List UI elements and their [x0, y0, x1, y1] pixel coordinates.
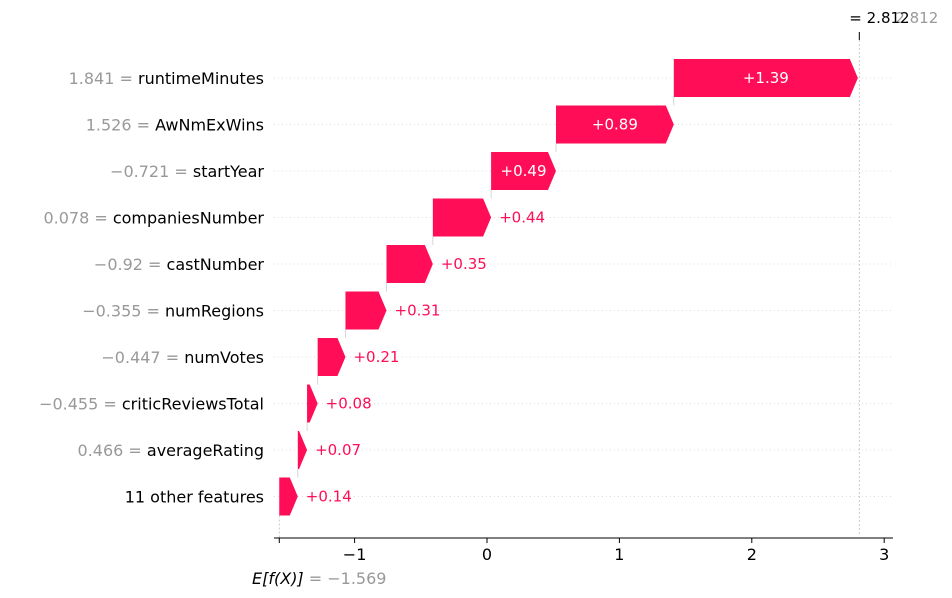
feature-name: criticReviewsTotal	[122, 395, 264, 414]
feature-label: −0.447 = numVotes	[101, 348, 264, 367]
bar-value-label: +0.89	[592, 116, 638, 134]
bar-value-label: +0.35	[441, 255, 487, 273]
bars	[279, 59, 858, 516]
x-axis: −1 0 1 2 3	[274, 538, 893, 564]
feature-value: −0.447 =	[101, 348, 184, 367]
feature-value: −0.721 =	[110, 162, 193, 181]
bar-value-label: +0.44	[499, 209, 545, 227]
bar-value-label: +1.39	[743, 69, 789, 87]
bar-companiesNumber	[433, 199, 491, 237]
bar-value-label: +0.21	[353, 348, 399, 366]
bar-value-label: +0.07	[315, 441, 361, 459]
final-value-label: = 2.812	[849, 9, 909, 27]
feature-name: numVotes	[184, 348, 264, 367]
feature-label: 0.078 = companiesNumber	[43, 209, 264, 228]
bar-criticReviewsTotal	[307, 385, 318, 423]
feature-label: −0.355 = numRegions	[82, 302, 264, 321]
bar-11-other-features	[279, 478, 298, 516]
x-tick-label: 3	[879, 545, 889, 564]
feature-value: 1.526 =	[86, 116, 155, 135]
feature-label: −0.721 = startYear	[110, 162, 264, 181]
feature-value: 1.841 =	[69, 69, 138, 88]
bar-numVotes	[318, 338, 346, 376]
base-value-number: = −1.569	[304, 569, 387, 588]
base-value-label: E[f(X)] = −1.569	[252, 569, 386, 588]
feature-label: −0.455 = criticReviewsTotal	[39, 395, 264, 414]
feature-name: castNumber	[167, 255, 265, 274]
bar-value-label: +0.49	[501, 162, 547, 180]
feature-name: averageRating	[147, 441, 264, 460]
feature-value: −0.355 =	[82, 302, 165, 321]
x-tick-label: 1	[614, 545, 624, 564]
feature-name: 11 other features	[125, 488, 264, 507]
connector-lines	[298, 97, 674, 478]
feature-value: 0.466 =	[78, 441, 147, 460]
feature-label: 1.841 = runtimeMinutes	[69, 69, 264, 88]
feature-name: AwNmExWins	[155, 116, 264, 135]
feature-label: 11 other features	[125, 488, 264, 507]
x-tick-label: −1	[343, 545, 367, 564]
base-value-expr: E[f(X)]	[252, 569, 304, 588]
bar-value-label: +0.14	[306, 488, 352, 506]
feature-value: −0.455 =	[39, 395, 122, 414]
feature-value: 0.078 =	[43, 209, 112, 228]
bar-averageRating	[298, 431, 307, 469]
feature-value: −0.92 =	[94, 255, 167, 274]
feature-labels: +1.39 1.841 = runtimeMinutes +0.89 1.526 = …	[39, 69, 789, 507]
feature-name: companiesNumber	[113, 209, 265, 228]
feature-name: runtimeMinutes	[138, 69, 264, 88]
bar-value-label: +0.08	[326, 395, 372, 413]
feature-name: startYear	[193, 162, 265, 181]
bar-value-label: +0.31	[395, 302, 441, 320]
feature-name: numRegions	[165, 302, 264, 321]
bar-castNumber	[387, 245, 433, 283]
feature-label: −0.92 = castNumber	[94, 255, 265, 274]
feature-label: 0.466 = averageRating	[78, 441, 264, 460]
feature-label: 1.526 = AwNmExWins	[86, 116, 264, 135]
x-tick-label: 2	[747, 545, 757, 564]
x-tick-label: 0	[482, 545, 492, 564]
bar-numRegions	[345, 292, 386, 330]
